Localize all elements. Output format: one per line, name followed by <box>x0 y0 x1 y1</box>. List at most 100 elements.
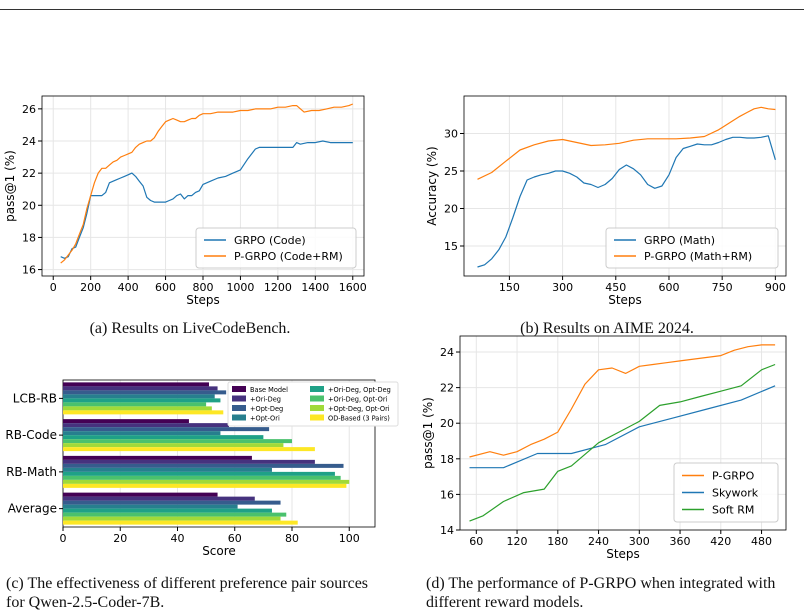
series-line-p-grpo <box>469 344 776 458</box>
y-tick-label: 15 <box>444 240 458 253</box>
bar-lcb-rb-base-model <box>63 382 209 387</box>
x-tick-label: 20 <box>113 532 127 545</box>
x-tick-label: 800 <box>193 281 214 294</box>
legend-box <box>605 227 779 269</box>
x-tick-label: 100 <box>339 532 360 545</box>
category-label: Average <box>8 502 57 516</box>
legend-label-grpo-math: GRPO (Math) <box>644 234 715 247</box>
bar-average-opt-deg-opt-ori <box>63 516 281 521</box>
y-tick-label: 25 <box>444 165 458 178</box>
x-tick-label: 360 <box>670 535 691 548</box>
legend-label-opt-ori: +Opt-Ori <box>250 415 280 423</box>
caption-d: (d) The performance of P-GRPO when integ… <box>426 575 776 611</box>
legend-label-ori-deg-opt-deg: +Ori-Deg, Opt-Deg <box>328 386 391 394</box>
y-tick-label: 16 <box>440 488 454 501</box>
bar-rb-math-opt-deg-opt-ori <box>63 479 350 484</box>
series-line-grpo-code <box>60 140 353 259</box>
y-tick-label: 20 <box>444 203 458 216</box>
bar-lcb-rb-opt-ori <box>63 394 215 399</box>
bar-rb-code-ori-deg-opt-deg <box>63 435 264 440</box>
bar-lcb-rb-ori-deg-opt-ori <box>63 402 207 407</box>
y-tick-label: 18 <box>22 231 36 244</box>
legend-label-ori-deg-opt-ori: +Ori-Deg, Opt-Ori <box>328 396 388 404</box>
chart-svg-b: 150 300 450 600 750 900 15 20 25 30 Steps Accuracy … <box>425 95 787 307</box>
x-tick-label: 900 <box>765 281 786 294</box>
top-rule <box>0 9 804 10</box>
chart-svg-d: 60 120 180 240 300 360 420 480 14 16 18 20 22 24 Steps… <box>421 335 787 561</box>
legend-swatch-opt-ori <box>232 414 246 421</box>
bar-rb-code-ori-deg <box>63 423 230 428</box>
y-tick-label: 20 <box>440 417 454 430</box>
series-line-soft-rm <box>469 363 776 522</box>
bar-average-opt-deg <box>63 500 281 505</box>
legend-swatch-opt-deg-opt-ori <box>310 405 324 411</box>
legend-box <box>673 462 779 523</box>
bar-rb-math-ori-deg-opt-deg <box>63 471 335 476</box>
x-tick-label: 240 <box>588 535 609 548</box>
x-tick-label: 300 <box>629 535 650 548</box>
legend-swatch-ori-deg-opt-deg <box>310 386 324 392</box>
y-tick-label: 22 <box>440 382 454 395</box>
bar-average-ori-deg-opt-deg <box>63 508 272 513</box>
legend-label-od-based-3-pairs: OD-Based (3 Pairs) <box>328 415 390 423</box>
bar-rb-code-opt-ori <box>63 431 221 436</box>
y-tick-label: 14 <box>440 524 454 537</box>
legend-label-base-model: Base Model <box>250 386 288 394</box>
y-axis-label: pass@1 (%) <box>421 397 435 469</box>
chart-panel-livecodebench: 0 200 400 600 800 1000 1200 1400 1600 16 18 20 22 24 2… <box>0 90 380 310</box>
x-tick-label: 60 <box>228 532 242 545</box>
caption-a: (a) Results on LiveCodeBench. <box>89 320 291 337</box>
legend-label-opt-deg-opt-ori: +Opt-Deg, Opt-Ori <box>328 405 390 413</box>
bar-average-ori-deg <box>63 496 255 501</box>
x-axis-label: Steps <box>186 293 220 307</box>
series-line-grpo-math <box>477 135 776 268</box>
x-tick-label: 1600 <box>339 281 367 294</box>
x-tick-label: 1400 <box>301 281 329 294</box>
bar-average-od-based-3-pairs <box>63 520 298 525</box>
x-tick-label: 300 <box>552 281 573 294</box>
legend-label-skywork: Skywork <box>712 487 759 500</box>
bar-rb-code-ori-deg-opt-ori <box>63 439 292 444</box>
x-tick-label: 1200 <box>264 281 292 294</box>
x-axis-label: Steps <box>606 547 640 561</box>
x-tick-label: 0 <box>50 281 57 294</box>
y-tick-label: 22 <box>22 167 36 180</box>
legend-label-soft-rm: Soft RM <box>712 504 754 517</box>
legend-label-p-grpo: P-GRPO <box>712 470 755 483</box>
legend-label-grpo-code: GRPO (Code) <box>234 234 306 247</box>
series-line-skywork <box>469 385 776 469</box>
x-tick-label: 480 <box>751 535 772 548</box>
x-axis-label: Score <box>202 544 236 558</box>
legend-label-p-grpo-math-rm: P-GRPO (Math+RM) <box>644 250 752 263</box>
bar-rb-math-od-based-3-pairs <box>63 483 347 488</box>
legend-box <box>227 381 399 427</box>
legend-swatch-opt-deg <box>232 405 246 411</box>
bar-average-ori-deg-opt-ori <box>63 512 287 517</box>
bar-rb-math-opt-ori <box>63 467 272 472</box>
category-label: RB-Code <box>5 428 57 442</box>
y-tick-label: 26 <box>22 103 36 116</box>
legend-swatch-base-model <box>232 386 246 392</box>
caption-c: (c) The effectiveness of different prefe… <box>6 575 369 611</box>
chart-svg-a: 0 200 400 600 800 1000 1200 1400 1600 16 18 20 22 24 2… <box>3 95 367 307</box>
y-axis-label: pass@1 (%) <box>3 150 17 222</box>
legend-swatch-ori-deg-opt-ori <box>310 395 324 402</box>
legend-swatch-ori-deg <box>232 395 246 402</box>
y-tick-label: 24 <box>440 346 454 359</box>
bar-rb-code-base-model <box>63 419 189 424</box>
plot-frame <box>463 95 787 277</box>
y-tick-label: 16 <box>22 264 36 277</box>
bar-rb-code-opt-deg-opt-ori <box>63 443 284 448</box>
bar-lcb-rb-od-based-3-pairs <box>63 410 224 415</box>
legend-swatch-od-based-3-pairs <box>310 414 324 421</box>
chart-panel-preference-pairs: LCB-RB RB-Code RB-Math Average 0 20 40 60 80 100 S… <box>0 365 399 565</box>
chart-panel-reward-models: 60 120 180 240 300 360 420 480 14 16 18 20 22 24 Steps… <box>410 330 804 561</box>
y-tick-label: 20 <box>22 199 36 212</box>
x-tick-label: 400 <box>118 281 139 294</box>
bar-lcb-rb-opt-deg <box>63 390 227 395</box>
x-tick-label: 120 <box>507 535 528 548</box>
category-label: RB-Math <box>6 465 57 479</box>
x-tick-label: 0 <box>60 532 67 545</box>
x-tick-label: 180 <box>547 535 568 548</box>
legend-label-ori-deg: +Ori-Deg <box>250 396 281 404</box>
